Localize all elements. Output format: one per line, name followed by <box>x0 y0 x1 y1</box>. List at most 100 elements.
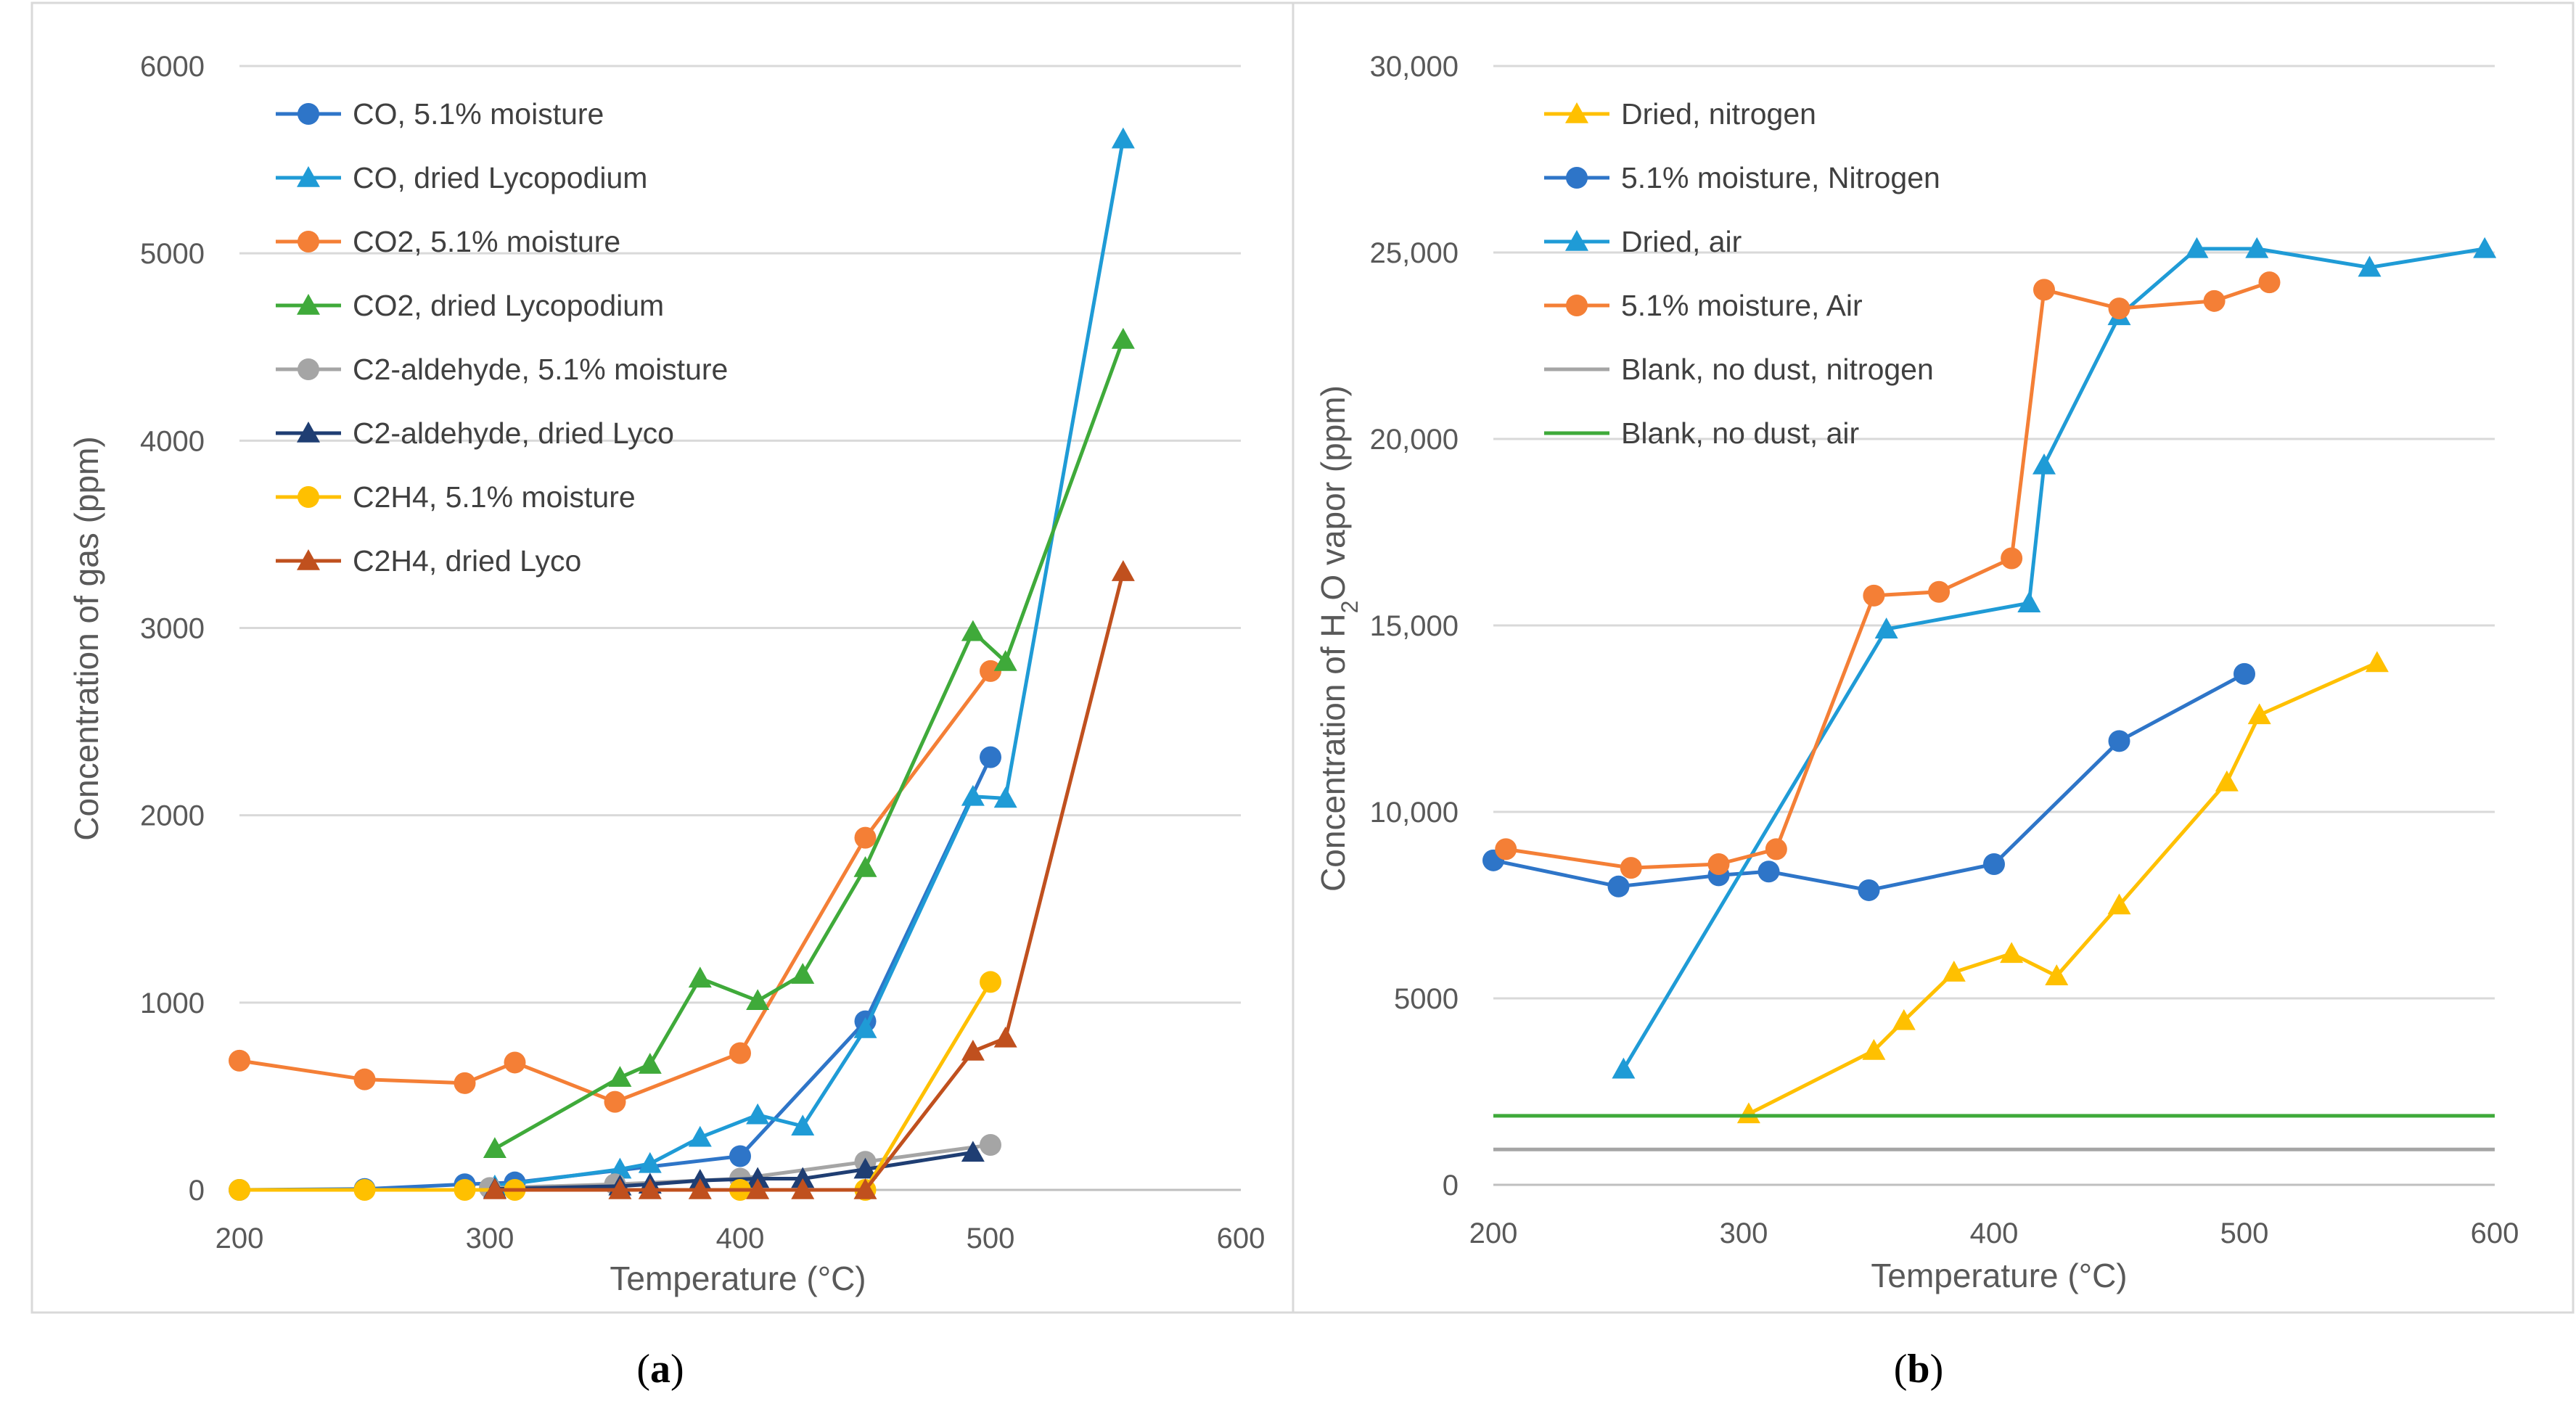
y-tick-label: 5000 <box>1394 983 1459 1015</box>
data-point <box>454 1072 476 1094</box>
legend-label: C2-aldehyde, dried Lyco <box>353 416 674 450</box>
data-point <box>2033 453 2056 475</box>
legend-item: Blank, no dust, air <box>1544 416 1859 450</box>
data-point <box>1111 127 1135 149</box>
legend-label: C2-aldehyde, 5.1% moisture <box>353 353 728 386</box>
data-point <box>2107 893 2131 915</box>
panel-b-caption-open: ( <box>1894 1347 1908 1392</box>
data-point <box>2245 237 2269 258</box>
panel-b-x-ticks: 200 300 400 500 600 <box>1469 1217 2519 1249</box>
data-point <box>746 1103 770 1125</box>
series-line <box>1747 661 2378 1116</box>
legend-marker <box>297 166 320 187</box>
data-point <box>2001 547 2023 570</box>
legend-label: CO2, 5.1% moisture <box>353 225 620 258</box>
y-tick-label: 0 <box>1443 1170 1459 1202</box>
data-point <box>791 963 815 984</box>
panel-b-y-axis-label-post: O vapor (ppm) <box>1314 385 1352 601</box>
panel-a-caption-letter: a <box>650 1347 670 1392</box>
data-point <box>961 1039 985 1061</box>
data-point <box>2108 297 2130 320</box>
legend-marker <box>297 422 320 443</box>
data-point <box>2234 662 2255 685</box>
data-point <box>746 1178 770 1199</box>
data-point <box>353 1068 376 1091</box>
data-point <box>229 1179 250 1201</box>
panel-a-caption-open: ( <box>636 1347 650 1392</box>
x-tick-label: 500 <box>2220 1217 2269 1249</box>
panel-b-caption-close: ) <box>1930 1347 1944 1392</box>
panel-a-y-axis-label: Concentration of gas (ppm) <box>67 436 105 840</box>
legend-item: 5.1% moisture, Nitrogen <box>1544 161 1940 194</box>
legend-label: 5.1% moisture, Air <box>1621 289 1863 322</box>
x-tick-label: 400 <box>716 1223 765 1254</box>
data-point <box>1111 560 1135 581</box>
panel-a-border <box>30 1 1295 1314</box>
legend-marker <box>298 358 319 380</box>
series-co2-dried-lycopodium <box>483 327 1135 1159</box>
legend-item: C2H4, 5.1% moisture <box>276 480 636 514</box>
data-point <box>1736 1102 1760 1124</box>
data-point <box>729 1145 751 1167</box>
data-point <box>854 826 877 849</box>
data-point <box>2215 770 2239 792</box>
legend-marker <box>298 103 319 125</box>
data-point <box>791 1167 815 1188</box>
chart-panel-b: 0 5000 10,000 15,000 20,000 25,000 30,000 200 3… <box>1292 1 2575 1314</box>
data-point <box>688 966 712 988</box>
y-tick-label: 5000 <box>140 238 205 270</box>
series-5-1-moisture-nitrogen <box>1482 662 2255 901</box>
data-point <box>1620 857 1642 879</box>
panel-b-border <box>1292 1 2575 1314</box>
data-point <box>853 1157 877 1179</box>
legend-marker <box>1566 295 1588 316</box>
x-tick-label: 500 <box>967 1223 1015 1254</box>
data-point <box>961 620 985 641</box>
data-point <box>1874 617 1898 638</box>
y-tick-label: 0 <box>189 1175 205 1207</box>
data-point <box>1495 838 1517 861</box>
data-point <box>1942 961 1966 982</box>
data-point <box>638 1151 662 1173</box>
legend-label: CO, dried Lycopodium <box>353 161 647 194</box>
legend-label: Blank, no dust, nitrogen <box>1621 353 1934 386</box>
data-point <box>791 1114 815 1136</box>
series-line <box>1493 672 2246 892</box>
data-point <box>2045 964 2069 985</box>
data-point <box>2017 591 2041 612</box>
data-point <box>2203 289 2226 312</box>
series-line <box>493 339 1125 1151</box>
panel-b-y-axis-label-sub: 2 <box>1337 601 1363 614</box>
data-point <box>1612 1057 1636 1079</box>
legend-marker <box>297 294 320 315</box>
y-tick-label: 3000 <box>140 613 205 645</box>
series-dried-nitrogen <box>1736 651 2389 1124</box>
data-point <box>853 1016 877 1038</box>
data-point <box>608 1157 632 1179</box>
legend-item: Dried, air <box>1544 225 1742 258</box>
panel-b-y-axis-label-pre: Concentration of H <box>1314 613 1352 892</box>
data-point <box>980 660 1001 682</box>
data-point <box>1892 1009 1916 1030</box>
data-point <box>353 1179 376 1201</box>
legend-item: C2-aldehyde, 5.1% moisture <box>276 353 728 386</box>
y-tick-label: 20,000 <box>1370 424 1459 456</box>
data-point <box>2000 942 2024 964</box>
legend-item: CO, 5.1% moisture <box>276 97 604 131</box>
y-tick-label: 25,000 <box>1370 237 1459 269</box>
panel-b-series <box>1482 237 2497 1151</box>
data-point <box>454 1179 476 1201</box>
panel-a-y-ticks: 0 1000 2000 3000 4000 5000 6000 <box>140 51 205 1207</box>
data-point <box>853 1178 877 1199</box>
panel-a-caption: (a) <box>636 1347 684 1392</box>
panel-b-y-ticks: 0 5000 10,000 15,000 20,000 25,000 30,000 <box>1370 51 1459 1202</box>
data-point <box>1707 853 1730 875</box>
data-point <box>2358 255 2382 277</box>
legend-marker <box>1565 102 1588 123</box>
y-tick-label: 10,000 <box>1370 797 1459 829</box>
legend-marker <box>1566 167 1588 189</box>
legend-label: Dried, air <box>1621 225 1742 258</box>
panel-a-series <box>229 127 1135 1201</box>
legend-label: C2H4, dried Lyco <box>353 544 581 578</box>
